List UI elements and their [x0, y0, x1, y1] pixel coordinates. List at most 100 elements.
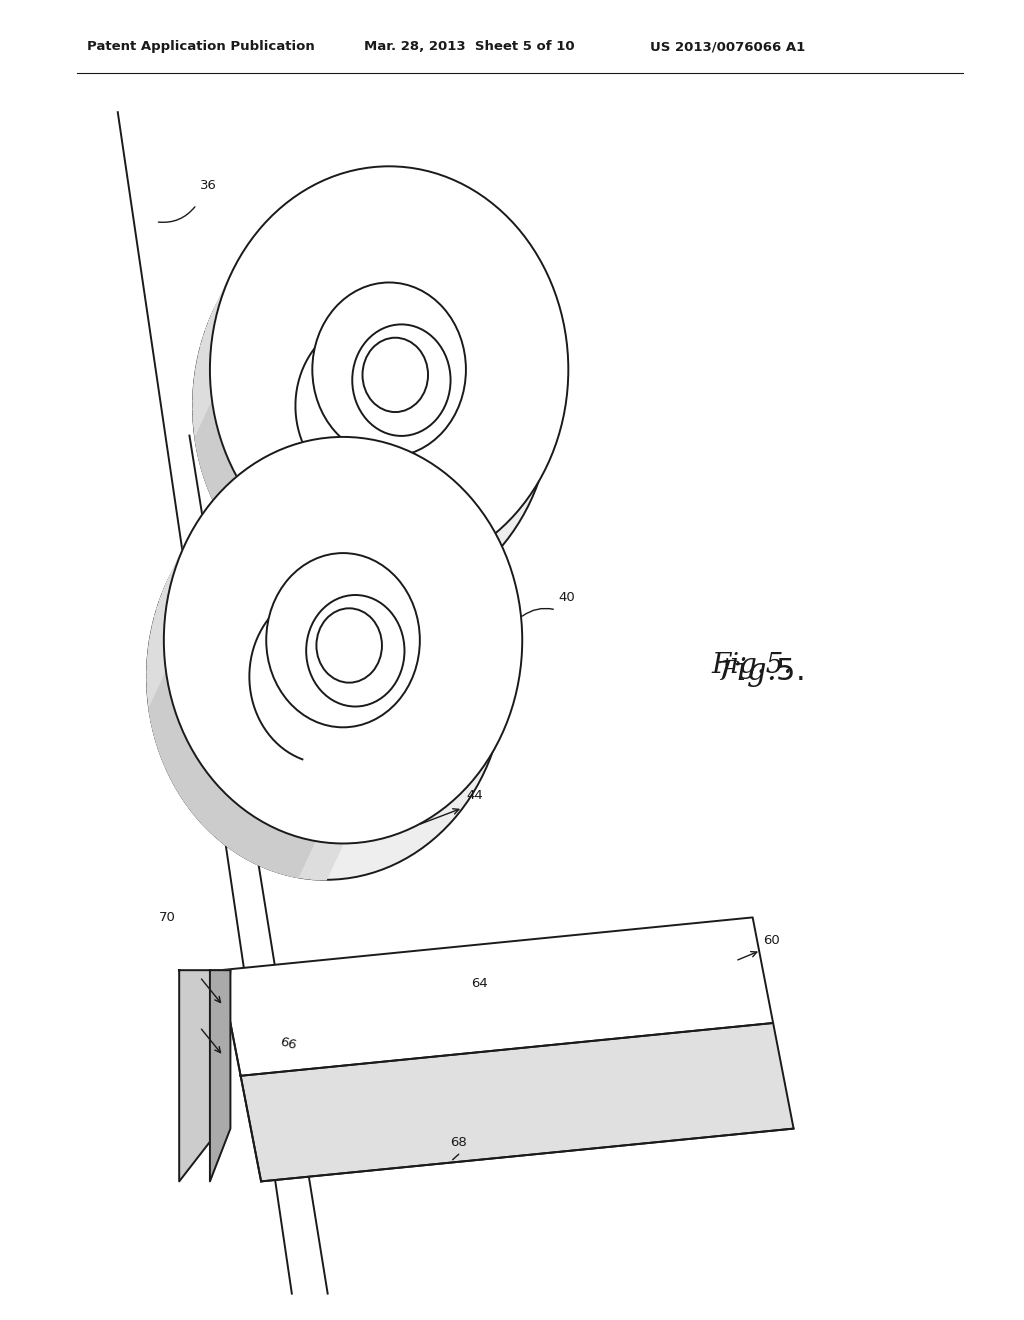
Ellipse shape — [147, 473, 506, 879]
Polygon shape — [165, 730, 185, 774]
Polygon shape — [226, 487, 247, 529]
Ellipse shape — [352, 325, 451, 436]
Text: 68: 68 — [451, 1135, 467, 1148]
Polygon shape — [179, 970, 230, 1181]
Polygon shape — [214, 477, 237, 517]
Polygon shape — [303, 180, 327, 219]
Polygon shape — [180, 758, 201, 800]
Polygon shape — [201, 302, 220, 346]
Polygon shape — [241, 1023, 794, 1181]
Polygon shape — [214, 799, 237, 840]
Polygon shape — [194, 498, 215, 540]
Polygon shape — [319, 437, 343, 474]
Polygon shape — [184, 764, 206, 807]
Polygon shape — [220, 917, 773, 1076]
Polygon shape — [157, 565, 176, 609]
Polygon shape — [199, 783, 220, 825]
Polygon shape — [152, 684, 170, 729]
Polygon shape — [147, 636, 164, 681]
Polygon shape — [176, 523, 197, 566]
Polygon shape — [150, 672, 315, 878]
Polygon shape — [147, 644, 164, 689]
Polygon shape — [263, 447, 287, 486]
Polygon shape — [198, 413, 216, 458]
Polygon shape — [148, 668, 167, 713]
Ellipse shape — [193, 203, 551, 610]
Polygon shape — [148, 605, 167, 648]
Polygon shape — [278, 543, 301, 582]
Polygon shape — [152, 589, 170, 632]
Polygon shape — [312, 437, 336, 474]
Polygon shape — [291, 440, 314, 478]
Polygon shape — [160, 715, 179, 759]
Polygon shape — [270, 445, 294, 483]
Polygon shape — [240, 506, 261, 548]
Polygon shape — [153, 581, 172, 624]
Polygon shape — [157, 708, 176, 751]
Polygon shape — [366, 166, 389, 203]
Text: 64: 64 — [471, 977, 487, 990]
Polygon shape — [163, 550, 182, 594]
Polygon shape — [260, 528, 283, 569]
Polygon shape — [316, 562, 340, 602]
Polygon shape — [222, 480, 243, 524]
Polygon shape — [155, 573, 174, 616]
Ellipse shape — [266, 553, 420, 727]
Polygon shape — [278, 193, 301, 234]
Polygon shape — [270, 833, 294, 873]
Polygon shape — [244, 457, 267, 496]
Polygon shape — [284, 441, 307, 479]
Polygon shape — [250, 824, 273, 863]
Polygon shape — [250, 517, 271, 560]
Polygon shape — [312, 843, 336, 879]
Polygon shape — [210, 970, 230, 1181]
Polygon shape — [206, 288, 225, 331]
Polygon shape — [211, 459, 231, 503]
Text: 70: 70 — [159, 911, 175, 924]
Text: 60: 60 — [763, 933, 779, 946]
Polygon shape — [209, 451, 228, 495]
Polygon shape — [330, 170, 353, 209]
Polygon shape — [290, 186, 313, 226]
Polygon shape — [195, 334, 213, 378]
Polygon shape — [296, 286, 366, 488]
Polygon shape — [150, 676, 168, 721]
Polygon shape — [238, 459, 261, 500]
Polygon shape — [255, 523, 278, 565]
Polygon shape — [196, 326, 214, 370]
Polygon shape — [172, 744, 193, 787]
Text: Patent Application Publication: Patent Application Publication — [87, 40, 314, 53]
Polygon shape — [225, 808, 249, 849]
Polygon shape — [231, 463, 255, 504]
Polygon shape — [180, 516, 201, 558]
Polygon shape — [337, 569, 360, 607]
Polygon shape — [298, 841, 322, 878]
Polygon shape — [188, 504, 210, 546]
Polygon shape — [206, 445, 225, 488]
Polygon shape — [169, 536, 189, 579]
Polygon shape — [220, 804, 243, 845]
Polygon shape — [204, 487, 225, 528]
Polygon shape — [209, 280, 228, 323]
Polygon shape — [172, 529, 193, 573]
Polygon shape — [245, 222, 266, 264]
Ellipse shape — [210, 166, 568, 573]
Polygon shape — [344, 570, 368, 607]
Polygon shape — [366, 573, 389, 610]
Polygon shape — [305, 437, 329, 475]
Polygon shape — [150, 597, 168, 640]
Polygon shape — [165, 544, 185, 587]
Polygon shape — [194, 776, 215, 818]
Polygon shape — [215, 265, 236, 309]
Polygon shape — [147, 660, 166, 705]
Polygon shape — [323, 565, 347, 603]
Polygon shape — [337, 169, 360, 207]
Polygon shape — [351, 166, 375, 205]
Polygon shape — [323, 172, 347, 210]
Polygon shape — [184, 510, 206, 553]
Polygon shape — [296, 553, 319, 593]
Polygon shape — [201, 429, 220, 474]
Polygon shape — [344, 168, 368, 205]
Polygon shape — [147, 620, 165, 664]
Polygon shape — [271, 537, 295, 578]
